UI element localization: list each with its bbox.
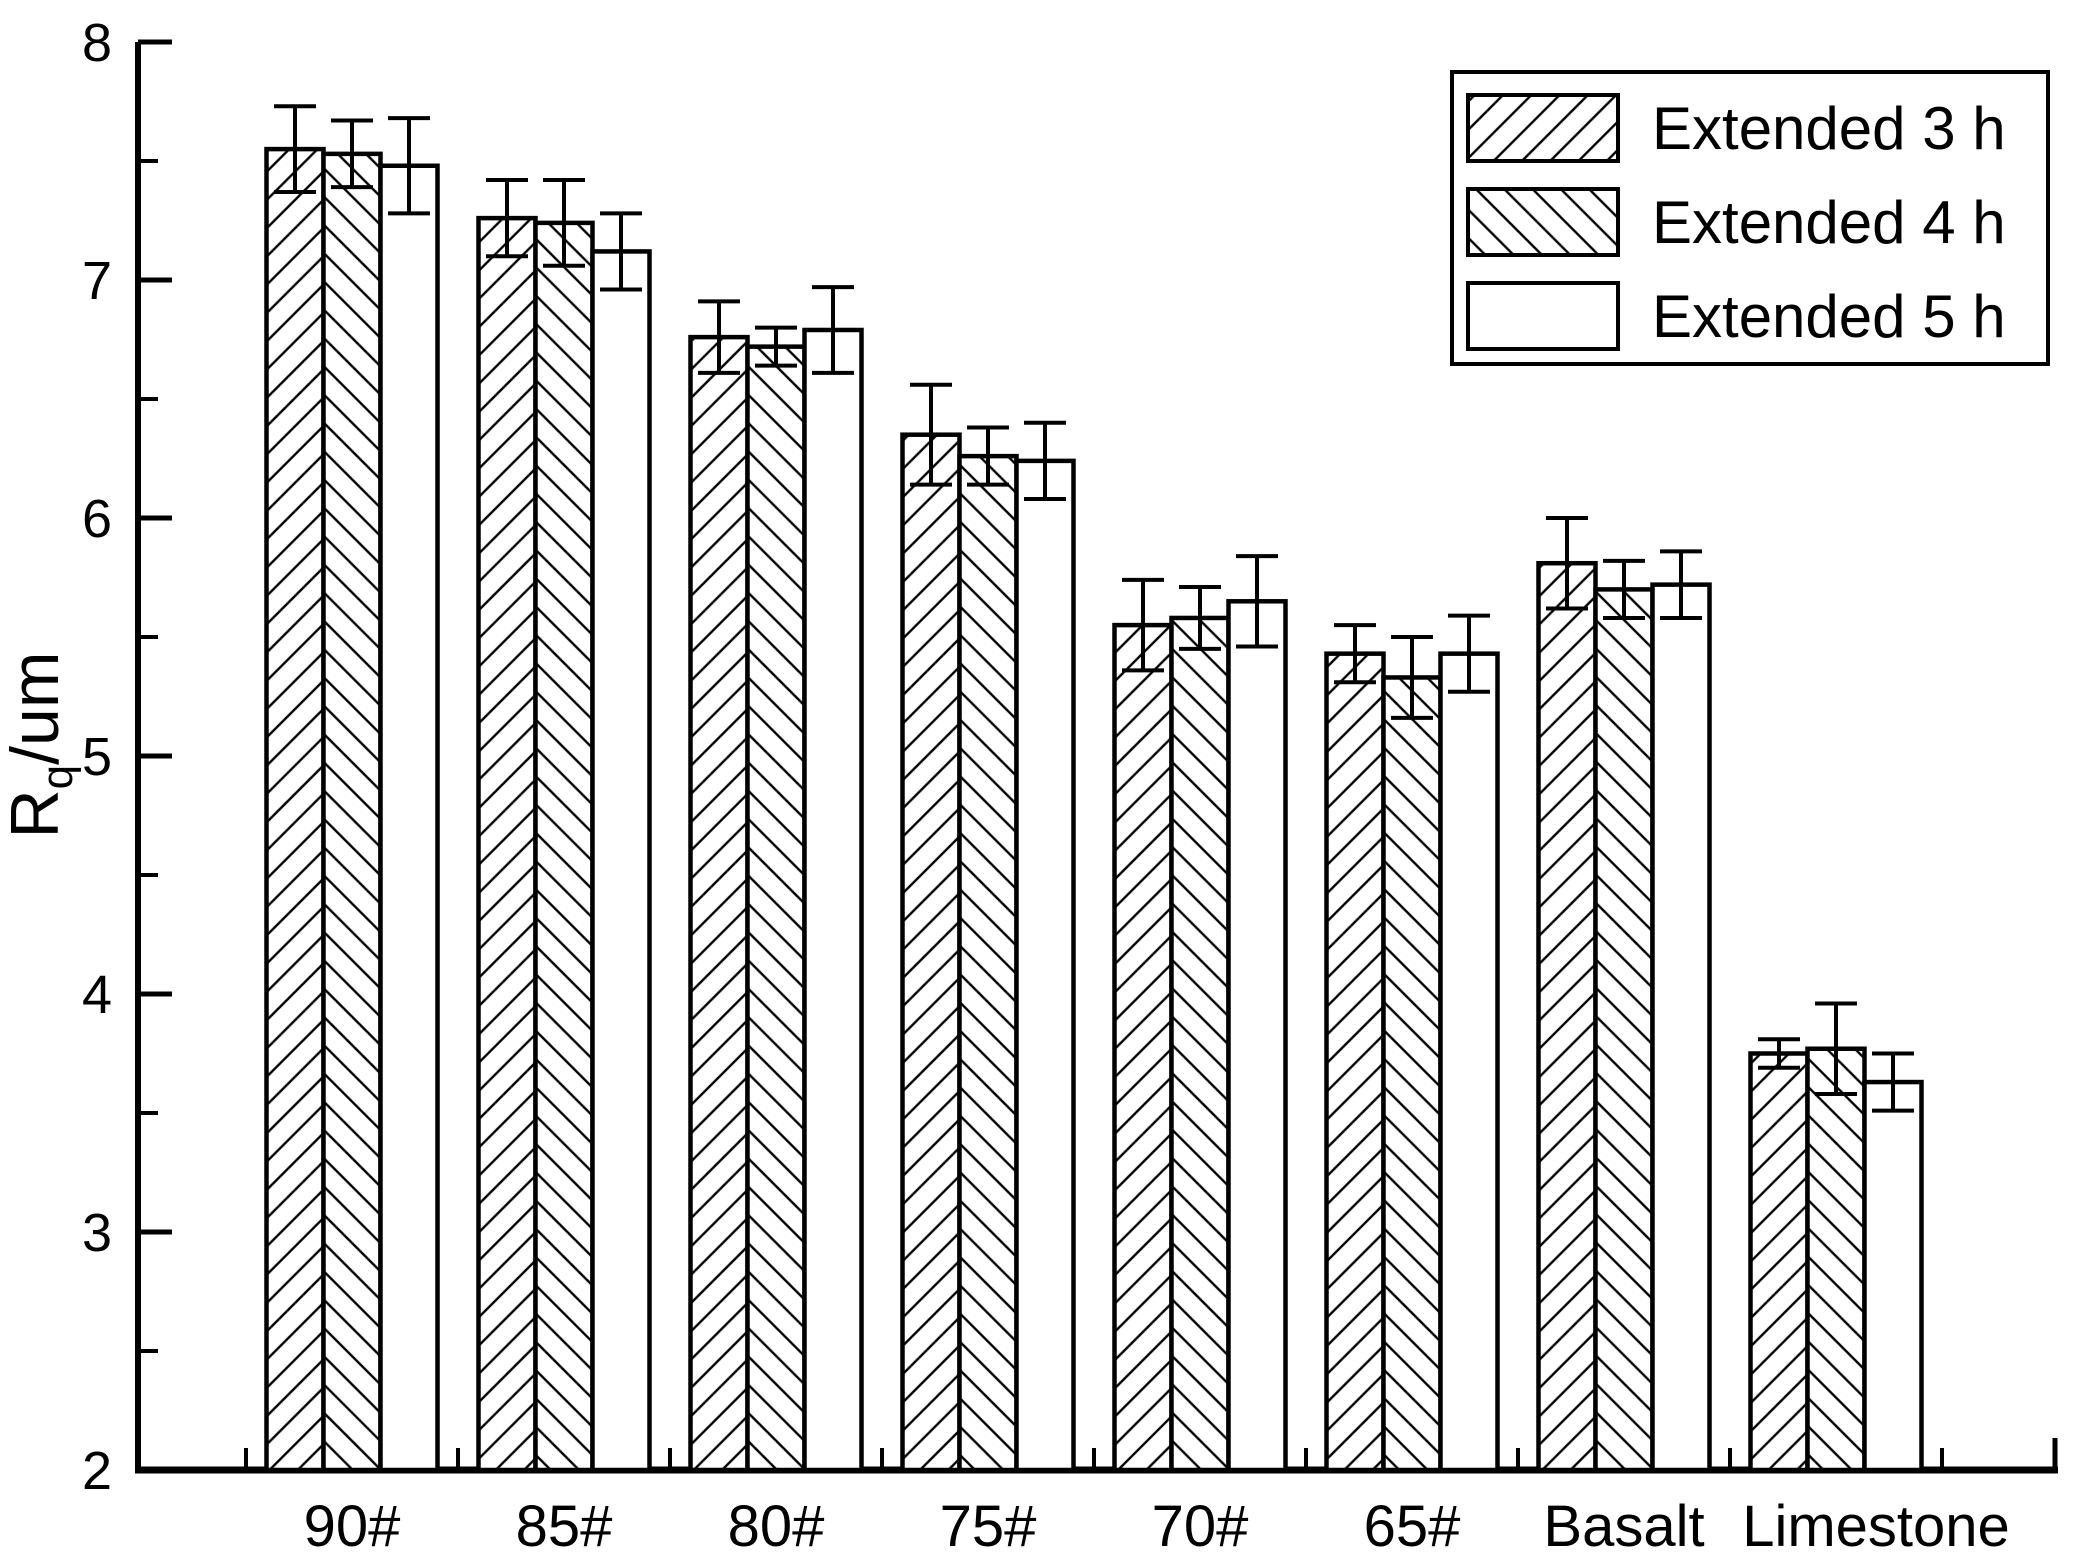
x-category-label: 80# bbox=[728, 1494, 825, 1559]
y-tick-label: 3 bbox=[82, 1203, 112, 1263]
y-tick-label: 2 bbox=[82, 1441, 112, 1501]
x-category-label: 75# bbox=[940, 1494, 1037, 1559]
legend-item: Extended 5 h bbox=[1466, 281, 2006, 351]
y-axis-title: Rq/um bbox=[0, 652, 82, 839]
bar bbox=[378, 163, 440, 1473]
legend-label: Extended 4 h bbox=[1652, 189, 2006, 256]
legend-swatch bbox=[1466, 281, 1620, 351]
bar bbox=[533, 220, 595, 1473]
bar bbox=[1381, 675, 1443, 1473]
bar bbox=[802, 327, 864, 1473]
bar bbox=[1593, 587, 1655, 1473]
bar bbox=[1169, 615, 1231, 1473]
bar bbox=[264, 146, 326, 1473]
x-category-label: 65# bbox=[1364, 1494, 1461, 1559]
x-category-label: Limestone bbox=[1742, 1494, 2010, 1559]
legend-swatch bbox=[1466, 187, 1620, 257]
bar bbox=[476, 215, 538, 1473]
bar bbox=[900, 432, 962, 1473]
bar bbox=[1862, 1079, 1924, 1473]
y-tick-label: 8 bbox=[82, 13, 112, 73]
y-tick-label: 6 bbox=[82, 489, 112, 549]
bar bbox=[1226, 599, 1288, 1473]
legend-item: Extended 3 h bbox=[1466, 93, 2006, 163]
legend-label: Extended 5 h bbox=[1652, 283, 2006, 350]
bar bbox=[1536, 560, 1598, 1473]
legend: Extended 3 h Extended 4 h Extended 5 h bbox=[1450, 70, 2050, 366]
bar bbox=[1650, 582, 1712, 1473]
x-category-label: Basalt bbox=[1543, 1494, 1704, 1559]
bar bbox=[1748, 1051, 1810, 1473]
legend-swatch bbox=[1466, 93, 1620, 163]
x-category-label: 90# bbox=[304, 1494, 401, 1559]
bar bbox=[1014, 458, 1076, 1473]
bar bbox=[957, 453, 1019, 1473]
bar bbox=[688, 334, 750, 1473]
bar bbox=[1324, 651, 1386, 1473]
legend-item: Extended 4 h bbox=[1466, 187, 2006, 257]
legend-label: Extended 3 h bbox=[1652, 95, 2006, 162]
bar bbox=[321, 151, 383, 1473]
x-category-label: 70# bbox=[1152, 1494, 1249, 1559]
y-tick-label: 5 bbox=[82, 727, 112, 787]
y-tick-label: 4 bbox=[82, 965, 112, 1025]
bar bbox=[1438, 651, 1500, 1473]
x-category-label: 85# bbox=[516, 1494, 613, 1559]
bar bbox=[590, 249, 652, 1473]
bar bbox=[745, 344, 807, 1473]
y-tick-label: 7 bbox=[82, 251, 112, 311]
bar bbox=[1112, 622, 1174, 1473]
bar bbox=[1805, 1046, 1867, 1473]
